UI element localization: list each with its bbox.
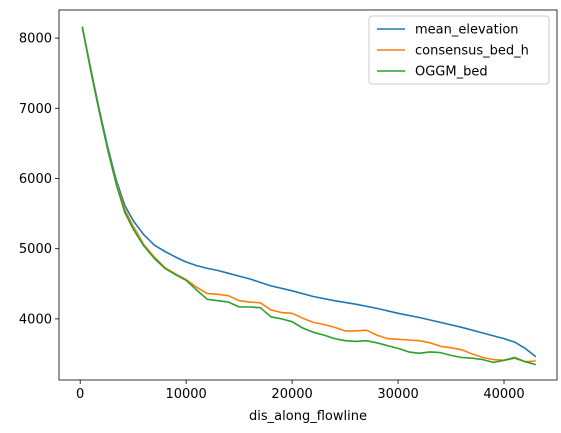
plot-area bbox=[81, 26, 537, 366]
series-line-mean-elevation bbox=[81, 26, 537, 358]
x-tick-label: 0 bbox=[76, 387, 84, 402]
axes-frame bbox=[58, 9, 558, 381]
y-axis-ticks: 4000 5000 6000 7000 8000 bbox=[19, 32, 59, 327]
x-tick-label: 10000 bbox=[165, 387, 206, 402]
y-tick-label: 7000 bbox=[19, 102, 52, 117]
legend-label-mean-elevation: mean_elevation bbox=[415, 23, 519, 38]
legend: mean_elevation consensus_bed_h OGGM_bed bbox=[368, 15, 550, 85]
x-axis-ticks: 0 10000 20000 30000 40000 bbox=[76, 380, 525, 402]
x-tick-label: 40000 bbox=[483, 387, 524, 402]
y-tick-label: 4000 bbox=[19, 312, 52, 327]
x-axis-label: dis_along_flowline bbox=[249, 409, 367, 424]
series-line-consensus-bed-h bbox=[81, 26, 536, 363]
x-tick-label: 20000 bbox=[271, 387, 312, 402]
y-tick-label: 8000 bbox=[19, 32, 52, 47]
series-line-OGGM-bed bbox=[81, 26, 537, 366]
y-tick-label: 6000 bbox=[19, 172, 52, 187]
legend-label-OGGM-bed: OGGM_bed bbox=[415, 65, 488, 80]
y-tick-label: 5000 bbox=[19, 242, 52, 257]
legend-label-consensus-bed-h: consensus_bed_h bbox=[415, 44, 529, 59]
legend-box bbox=[368, 15, 550, 85]
x-tick-label: 30000 bbox=[377, 387, 418, 402]
